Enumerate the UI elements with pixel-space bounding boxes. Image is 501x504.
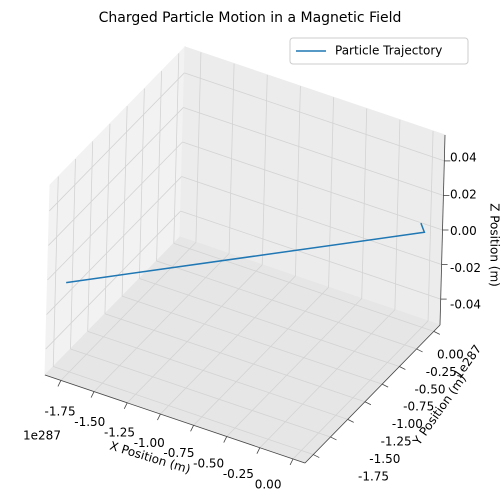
grid-line [104,313,366,403]
z-tick-label: -0.04 [450,297,481,311]
y-tick [347,418,354,423]
z-tick-label: 0.02 [450,187,477,201]
x-tick-label: 0.00 [255,477,282,491]
grid-line [184,72,445,162]
z-axis-label: Z Position (m) [488,203,501,287]
y-axis [304,324,441,464]
x-tick [157,413,161,421]
z-tick-label: -0.02 [450,261,481,275]
grid-line [193,287,329,426]
grid-line [45,210,181,350]
grid-line [292,320,429,460]
y-tick [313,454,320,458]
grid-line [182,141,443,231]
grid-line [48,107,184,246]
y-tick [364,401,372,406]
grid-line [53,366,314,455]
grid-line [60,242,197,381]
grid-line [126,264,263,404]
y-tick-label: -1.00 [392,417,423,431]
grid-line [259,309,396,449]
y-tick-label: -1.50 [369,452,400,466]
x-tick-label: -1.25 [104,425,135,439]
x-axis [44,374,306,464]
y-tick-label: -1.25 [381,435,412,449]
y-tick-label: -0.75 [403,400,434,414]
x-offset-label: 1e287 [23,429,61,443]
grid-line [181,176,442,265]
x-tick-label: -1.75 [45,405,76,419]
x-tick [256,447,261,454]
legend-label: Particle Trajectory [335,44,442,58]
grid-line [139,278,400,367]
x-tick [123,402,128,410]
x-tick-label: -0.25 [223,467,254,481]
x-tick-label: -0.50 [193,457,224,471]
grid-line [160,275,296,415]
grid-line [49,72,185,212]
legend: Particle Trajectory [289,37,469,65]
y-tick-label: -0.25 [426,365,457,379]
x-tick [223,436,228,443]
y-tick-label: -0.50 [414,382,445,396]
grid-line [183,107,444,196]
x-tick [57,380,62,387]
grid-line [226,298,363,437]
grid-line [47,141,183,281]
x-tick [190,425,194,432]
y-tick [399,366,406,370]
trajectory-line [66,222,426,284]
x-tick [289,458,294,466]
grid-line [122,295,383,385]
z-tick-label: 0.04 [450,151,477,165]
grid-line [173,242,434,332]
z-tick-label: 0.00 [450,224,477,238]
grid-line [180,210,441,300]
grid-line [70,348,331,438]
y-tick [416,348,423,353]
y-tick [381,383,389,388]
x-tick-label: -0.75 [163,446,194,460]
legend-box [289,37,469,65]
y-tick-label: 0.00 [437,347,464,361]
grid-line [46,176,182,315]
grid-line [87,330,348,420]
grid-line [156,260,417,350]
y-tick [330,436,337,441]
x-tick [90,391,95,398]
x-tick-label: -1.50 [74,415,105,429]
y-tick [433,330,440,335]
y-tick-label: -1.75 [358,469,389,483]
grid-line [93,253,230,392]
chart-title: Charged Particle Motion in a Magnetic Fi… [99,10,402,26]
x-tick-label: -1.00 [134,436,165,450]
z-axis [439,134,446,326]
